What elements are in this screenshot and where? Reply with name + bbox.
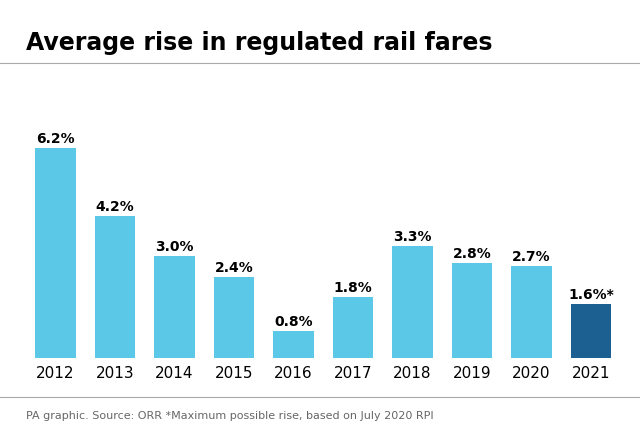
Bar (273, 330, 314, 358)
Text: 1.8%: 1.8% (333, 281, 372, 295)
Bar (95, 216, 135, 358)
Text: 0.8%: 0.8% (274, 314, 313, 328)
Bar (571, 303, 611, 358)
Text: 2.4%: 2.4% (214, 261, 253, 275)
Bar (333, 297, 373, 358)
Bar (392, 246, 433, 358)
Bar (452, 263, 492, 358)
Text: 1.6%*: 1.6%* (568, 288, 614, 302)
Text: 2.7%: 2.7% (512, 250, 551, 265)
Bar (154, 256, 195, 358)
Text: 4.2%: 4.2% (95, 200, 134, 214)
Text: PA graphic. Source: ORR *Maximum possible rise, based on July 2020 RPI: PA graphic. Source: ORR *Maximum possibl… (26, 412, 433, 421)
Text: 2.8%: 2.8% (452, 247, 492, 261)
Bar (35, 149, 76, 358)
Bar (214, 276, 254, 358)
Text: 3.3%: 3.3% (393, 230, 432, 244)
Text: 3.0%: 3.0% (155, 240, 194, 254)
Text: 6.2%: 6.2% (36, 133, 75, 146)
Bar (511, 266, 552, 358)
Text: Average rise in regulated rail fares: Average rise in regulated rail fares (26, 31, 492, 54)
